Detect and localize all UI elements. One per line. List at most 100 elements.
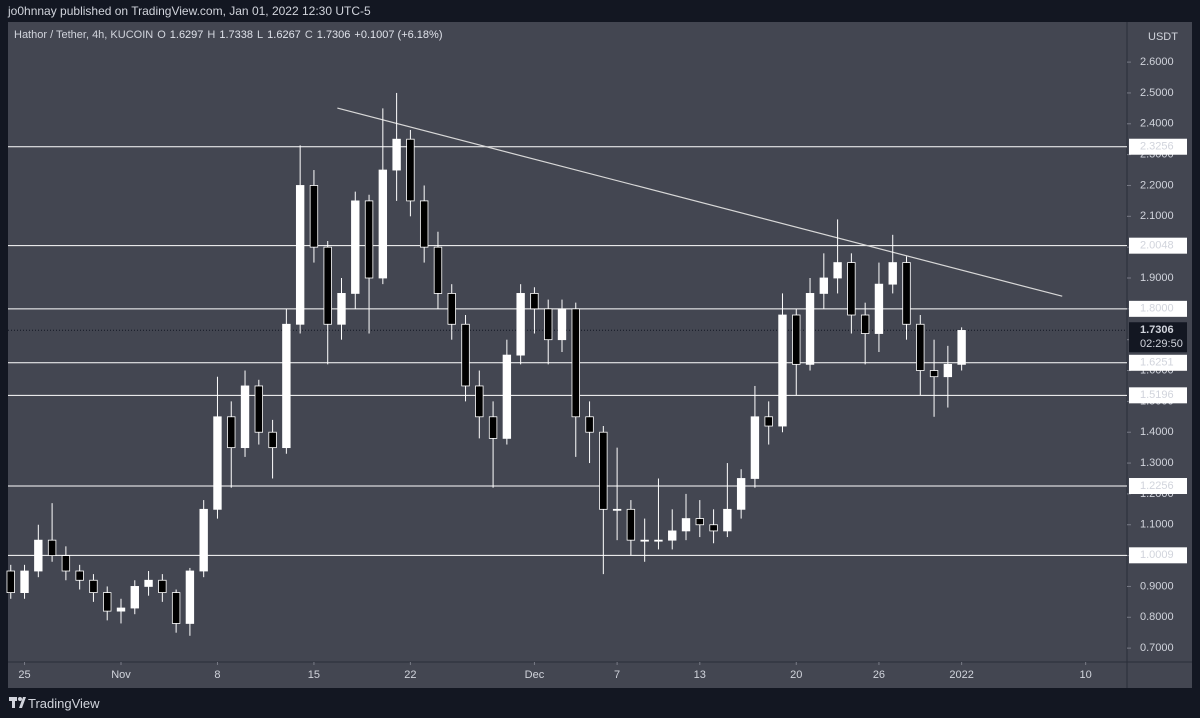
- candle-body: [433, 246, 443, 294]
- candle-body: [929, 370, 939, 378]
- candle-body: [47, 539, 57, 556]
- candle-body: [530, 293, 539, 310]
- time-axis-background: [8, 662, 1192, 688]
- candle-body: [406, 138, 415, 202]
- candle-body: [323, 246, 332, 325]
- legend-text: 1.7306: [316, 29, 351, 41]
- candle-body: [819, 277, 829, 294]
- candle-body: [282, 323, 291, 449]
- candle-body: [20, 570, 29, 594]
- currency-label: USDT: [1148, 31, 1178, 43]
- candle-body: [585, 416, 594, 433]
- level-tag: [1129, 300, 1187, 317]
- candle-body: [461, 323, 470, 387]
- x-tick-label: 8: [214, 669, 220, 681]
- y-tick-label: 1.9000: [1140, 272, 1174, 284]
- candle-body: [240, 385, 250, 449]
- candle-body: [736, 478, 746, 510]
- brand: TradingView: [28, 696, 100, 711]
- legend-text: 1.6267: [267, 29, 301, 41]
- candle-body: [654, 539, 663, 542]
- y-tick-label: 1.1000: [1140, 519, 1174, 531]
- level-tag: [1129, 387, 1187, 404]
- candle-body: [847, 262, 856, 316]
- symbol-legend: Hathor / Tether, 4h, KUCOIN O 1.6297 H 1.733…: [14, 29, 443, 41]
- candle-body: [103, 592, 112, 612]
- candle-body: [764, 416, 773, 427]
- level-label: 2.0048: [1140, 240, 1174, 252]
- x-tick-label: Nov: [111, 669, 131, 681]
- level-tag: [1129, 237, 1187, 254]
- x-tick-label: 13: [694, 669, 706, 681]
- y-tick-label: 2.6000: [1140, 56, 1174, 68]
- legend-text: C: [304, 29, 313, 41]
- x-tick-label: 22: [404, 669, 416, 681]
- legend-text: H: [207, 29, 216, 41]
- x-tick-label: 25: [18, 669, 30, 681]
- y-tick-label: 2.1000: [1140, 210, 1174, 222]
- legend-text: 1.6297: [169, 29, 204, 41]
- candle-body: [778, 314, 787, 427]
- candle-body: [943, 363, 953, 378]
- y-tick-label: 2.4000: [1140, 118, 1174, 130]
- candle-body: [171, 592, 181, 624]
- level-label: 1.0009: [1140, 549, 1174, 561]
- candle-body: [130, 586, 139, 609]
- candle-body: [516, 293, 525, 356]
- x-tick-label: 2022: [949, 669, 973, 681]
- candle-body: [61, 555, 71, 572]
- candle-body: [695, 518, 704, 526]
- candle-body: [75, 570, 84, 581]
- legend-text: L: [257, 29, 264, 41]
- legend-text: Hathor / Tether, 4h, KUCOIN: [14, 29, 154, 41]
- level-label: 1.2256: [1140, 480, 1174, 492]
- candle-body: [502, 354, 512, 439]
- candle-body: [89, 579, 98, 594]
- level-label: 1.6251: [1140, 357, 1174, 369]
- x-tick-label: 7: [614, 669, 620, 681]
- level-tag: [1129, 547, 1187, 564]
- x-tick-label: 10: [1080, 669, 1092, 681]
- last-price-tag: [1129, 322, 1187, 353]
- y-tick-label: 2.2000: [1140, 179, 1174, 191]
- candle-body: [475, 385, 484, 418]
- candle-body: [392, 138, 401, 171]
- y-tick-label: 0.9000: [1140, 580, 1174, 592]
- candle-body: [199, 508, 208, 572]
- last-price-label: 1.7306: [1140, 324, 1174, 336]
- candle-body: [254, 385, 264, 433]
- level-label: 1.8000: [1140, 303, 1174, 315]
- candle-body: [888, 262, 897, 285]
- candle-body: [144, 579, 153, 587]
- candle-body: [34, 539, 43, 572]
- candle-body: [668, 530, 677, 541]
- level-tag: [1129, 478, 1187, 495]
- candle-body: [874, 283, 884, 334]
- y-tick-label: 1.4000: [1140, 426, 1174, 438]
- level-label: 1.5196: [1140, 389, 1174, 401]
- x-tick-label: 15: [308, 669, 320, 681]
- y-tick-label: 0.7000: [1140, 642, 1174, 654]
- candle-body: [626, 508, 636, 541]
- publisher-line: jo0hnnay published on TradingView.com, J…: [8, 4, 371, 18]
- candle-body: [213, 416, 222, 510]
- legend-text: +0.1007 (+6.18%): [354, 29, 443, 41]
- candle-body: [681, 518, 691, 532]
- level-tag: [1129, 138, 1187, 155]
- candle-body: [295, 185, 305, 325]
- candle-body: [792, 314, 801, 365]
- candle-body: [227, 416, 236, 449]
- candle-body: [640, 539, 649, 542]
- candle-body: [957, 330, 966, 365]
- candle-body: [337, 293, 346, 325]
- candle-body: [571, 308, 580, 418]
- candle-body: [488, 416, 498, 439]
- y-tick-label: 0.8000: [1140, 611, 1174, 623]
- legend-text: 1.7338: [219, 29, 254, 41]
- level-tag: [1129, 354, 1187, 371]
- candle-body: [268, 431, 277, 449]
- legend-text: O: [157, 29, 166, 41]
- candle-body: [378, 169, 388, 279]
